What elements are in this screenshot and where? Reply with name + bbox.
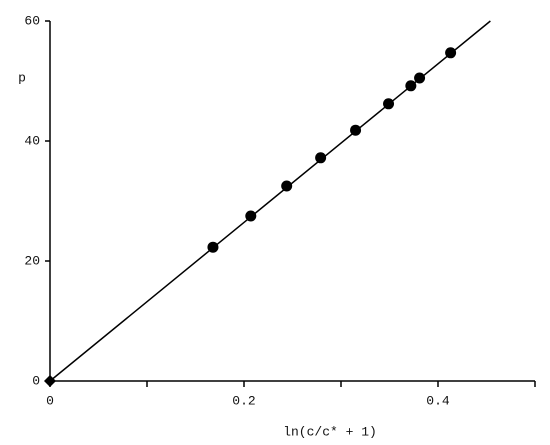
x-tick-label: 0 — [46, 393, 54, 408]
x-tick-label: 0.2 — [232, 393, 255, 408]
x-tick-label: 0.4 — [426, 393, 450, 408]
y-tick-label: 60 — [24, 13, 40, 28]
y-axis-label: p — [18, 70, 26, 85]
x-axis-label: ln(c/c* + 1) — [283, 424, 377, 439]
y-tick-label: 20 — [24, 253, 40, 268]
y-tick-label: 40 — [24, 133, 40, 148]
fit-line — [49, 20, 491, 382]
point — [315, 152, 327, 164]
y-tick-label: 0 — [32, 373, 40, 388]
point — [281, 180, 293, 192]
